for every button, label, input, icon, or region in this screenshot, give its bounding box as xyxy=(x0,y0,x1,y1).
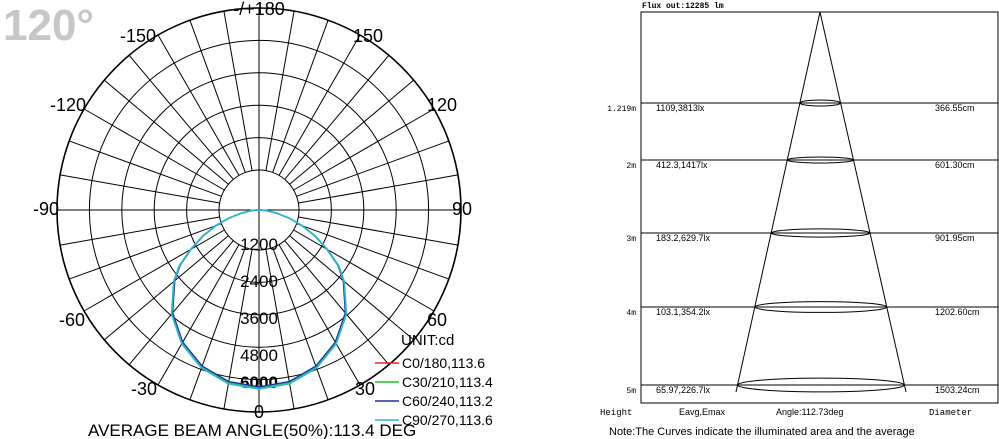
column-header-angle: Angle:112.73deg xyxy=(776,407,843,417)
radial-tick-2400: 2400 xyxy=(240,272,278,291)
cone-section-ellipse xyxy=(770,228,871,238)
cone-row-values: 183.2,629.7lx xyxy=(656,233,711,243)
unit-label: UNIT:cd xyxy=(401,332,454,349)
legend-label-c60: C60/240,113.2 xyxy=(402,393,493,409)
polar-spoke xyxy=(265,10,295,171)
polar-spoke xyxy=(157,34,240,176)
polar-spoke xyxy=(157,244,240,386)
cone-section-ellipse xyxy=(737,377,905,393)
cone-section-ellipse xyxy=(754,301,888,313)
polar-spoke xyxy=(69,140,222,197)
cone-note: Note:The Curves indicate the illuminated… xyxy=(609,426,915,438)
cone-row-values: 412.3,1417lx xyxy=(656,160,708,170)
column-header-diameter: Diameter xyxy=(929,408,972,418)
cone-row-diameter: 901.95cm xyxy=(935,233,975,243)
cone-row-height: 3m xyxy=(626,235,636,244)
cone-left-edge xyxy=(735,11,821,393)
angle-label-neg30: -30 xyxy=(131,379,157,399)
legend-label-c30: C30/210,113.4 xyxy=(402,374,493,390)
angle-label-neg120: -120 xyxy=(50,95,86,115)
cone-right-edge xyxy=(819,11,907,393)
polar-spoke xyxy=(189,247,246,400)
polar-spoke xyxy=(128,54,234,180)
polar-spoke xyxy=(272,247,329,400)
polar-spoke xyxy=(278,244,361,386)
beam-angle-footer: AVERAGE BEAM ANGLE(50%):113.4 DEG xyxy=(88,421,416,439)
cone-row-values: 65.97,226.7lx xyxy=(656,385,711,395)
polar-spoke xyxy=(293,229,435,312)
polar-spoke xyxy=(289,235,415,341)
column-header-values: Eavg,Emax xyxy=(679,407,726,417)
polar-spoke xyxy=(69,223,222,280)
polar-spoke xyxy=(103,79,229,185)
polar-spoke xyxy=(278,34,361,176)
polar-spoke xyxy=(298,174,459,204)
radial-tick-1200: 1200 xyxy=(240,235,278,254)
polar-candela-chart: 120° 1200 2400 3600 4800 6000 -/+180 -15… xyxy=(3,0,493,439)
flux-title: Flux out:12285 lm xyxy=(642,2,724,11)
angle-label-0: 0 xyxy=(254,402,264,422)
cone-section-ellipse xyxy=(799,99,842,107)
polar-spoke xyxy=(223,10,253,171)
candela-curves xyxy=(170,209,348,390)
cone-row-values: 1109,3813lx xyxy=(656,103,705,113)
polar-spokes xyxy=(57,8,461,412)
beam-badge: 120° xyxy=(3,1,94,50)
cone-row-diameter: 1503.24cm xyxy=(935,385,980,395)
candela-curve-4 xyxy=(170,209,348,390)
cone-section-ellipse xyxy=(786,156,854,164)
column-header-height: Height xyxy=(600,408,632,418)
angle-labels: -/+180 -150 150 -120 120 -90 90 -60 60 -… xyxy=(33,0,472,422)
angle-label-neg90: -90 xyxy=(33,199,59,219)
radial-tick-4800: 4800 xyxy=(240,346,278,365)
cone-row-values: 103.1,354.2lx xyxy=(656,307,711,317)
polar-spoke xyxy=(289,79,415,185)
polar-spoke xyxy=(83,229,225,312)
cone-row: 4m 103.1,354.2lx 1202.60cm xyxy=(626,301,998,318)
cone-row: 3m 183.2,629.7lx 901.95cm xyxy=(626,228,998,244)
polar-spoke xyxy=(298,216,459,246)
cone-outline xyxy=(735,11,907,393)
angle-label-150: 150 xyxy=(353,26,383,46)
polar-spoke xyxy=(293,108,435,191)
illuminance-cone-chart: Flux out:12285 lm 1.219m 1109,3813lx 366.5… xyxy=(600,2,999,438)
angle-label-neg150: -150 xyxy=(120,26,156,46)
cone-row-diameter: 601.30cm xyxy=(935,160,975,170)
cone-row-height: 2m xyxy=(626,162,636,171)
cone-frame xyxy=(640,11,999,404)
polar-spoke xyxy=(296,223,449,280)
cone-rows: 1.219m 1109,3813lx 366.55cm 2m 412.3,1417lx 6… xyxy=(607,99,998,396)
cone-row-height: 4m xyxy=(626,309,636,318)
angle-label-neg60: -60 xyxy=(59,310,85,330)
polar-spoke xyxy=(296,140,449,197)
angle-label-60: 60 xyxy=(427,310,447,330)
polar-spoke xyxy=(284,240,390,366)
polar-spoke xyxy=(189,20,246,173)
cone-row-diameter: 1202.60cm xyxy=(935,307,980,317)
polar-spoke xyxy=(59,174,220,204)
legend-label-c90: C90/270,113.6 xyxy=(402,412,493,428)
cone-row: 1.219m 1109,3813lx 366.55cm xyxy=(607,99,998,114)
cone-row: 5m 65.97,226.7lx 1503.24cm xyxy=(626,377,998,396)
cone-row-height: 1.219m xyxy=(607,105,636,114)
cone-row-height: 5m xyxy=(626,387,636,396)
polar-spoke xyxy=(83,108,225,191)
polar-spoke xyxy=(103,235,229,341)
angle-label-180: -/+180 xyxy=(233,0,285,19)
cone-column-headers: Height Eavg,Emax Angle:112.73deg Diamete… xyxy=(600,407,972,418)
legend-label-c0: C0/180,113.6 xyxy=(402,355,485,371)
legend: UNIT:cd C0/180,113.6 C30/210,113.4 C60/2… xyxy=(375,332,493,428)
angle-label-30: 30 xyxy=(355,379,375,399)
cone-row: 2m 412.3,1417lx 601.30cm xyxy=(626,156,998,171)
angle-label-120: 120 xyxy=(427,95,457,115)
cone-row-diameter: 366.55cm xyxy=(935,103,975,113)
polar-spoke xyxy=(59,216,220,246)
angle-label-90: 90 xyxy=(452,199,472,219)
polar-spoke xyxy=(284,54,390,180)
polar-spoke xyxy=(272,20,329,173)
polar-spoke xyxy=(128,240,234,366)
radial-tick-3600: 3600 xyxy=(240,309,278,328)
